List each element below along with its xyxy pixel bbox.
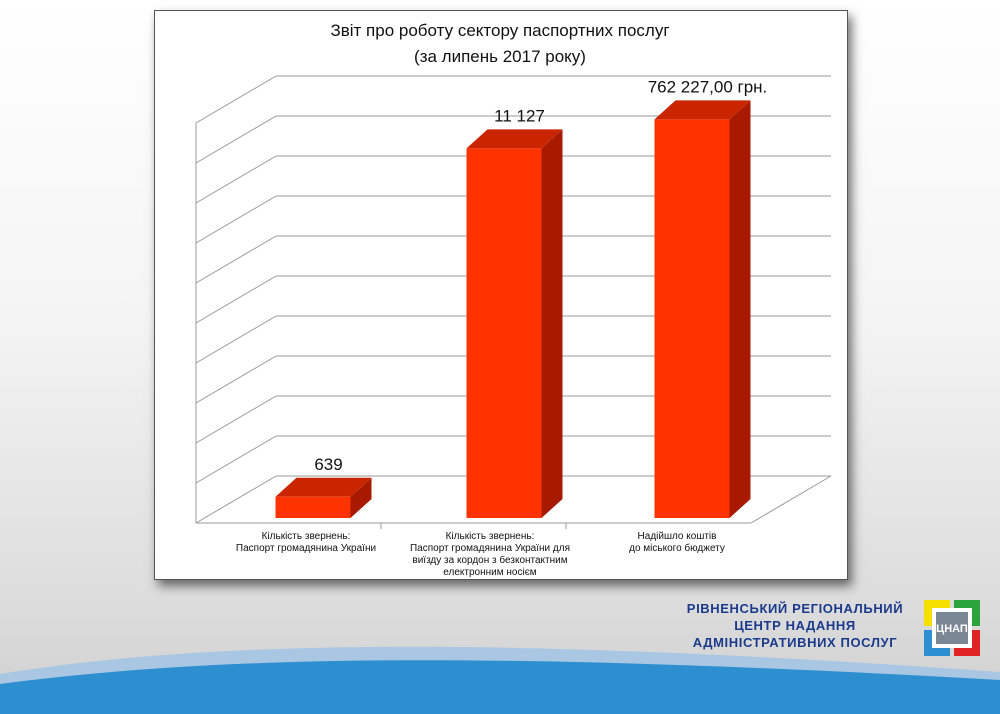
- data-label: 762 227,00 грн.: [648, 77, 768, 96]
- gridline-side: [195, 275, 277, 324]
- bar-side: [541, 129, 563, 518]
- bar-top: [466, 129, 563, 149]
- organization-name-line: АДМІНІСТРАТИВНИХ ПОСЛУГ: [692, 635, 898, 650]
- chart-subtitle: (за липень 2017 року): [414, 47, 586, 66]
- floor-edge: [750, 475, 832, 524]
- category-label: Паспорт громадянина України для: [410, 543, 570, 554]
- organization-name-line: ЦЕНТР НАДАННЯ: [734, 618, 856, 633]
- category-label: Кількість звернень:: [446, 531, 535, 542]
- bar: [275, 496, 351, 518]
- category-label: Надійшло коштів: [638, 531, 717, 542]
- chart-title: Звіт про роботу сектору паспортних послу…: [330, 21, 669, 40]
- category-label: електронним носієм: [443, 567, 537, 578]
- bar-top: [275, 477, 372, 497]
- gridline-side: [195, 155, 277, 204]
- gridline-side: [195, 75, 277, 124]
- organization-name-line: РІВНЕНСЬКИЙ РЕГІОНАЛЬНИЙ: [686, 601, 904, 616]
- bar: [466, 148, 542, 519]
- bar-side: [350, 477, 372, 518]
- bar-top: [654, 100, 751, 120]
- category-labels: Кількість звернень:Паспорт громадянина У…: [236, 531, 725, 578]
- gridline-side: [195, 315, 277, 364]
- gridline-side: [195, 115, 277, 164]
- cnap-logo: ЦНАП: [924, 600, 980, 656]
- gridline-side: [195, 475, 277, 524]
- gridline-side: [195, 395, 277, 444]
- category-label: Кількість звернень:: [262, 531, 351, 542]
- bar: [654, 119, 730, 518]
- category-label: виїзду за кордон з безконтактним: [412, 554, 567, 566]
- category-label: до міського бюджету: [629, 542, 725, 554]
- decorative-wave: [0, 646, 1000, 714]
- gridline-side: [195, 435, 277, 484]
- data-label: 11 127: [494, 106, 545, 125]
- gridline-side: [195, 355, 277, 404]
- category-label: Паспорт громадянина України: [236, 543, 376, 554]
- organization-name: РІВНЕНСЬКИЙ РЕГІОНАЛЬНИЙ ЦЕНТР НАДАННЯ А…: [660, 600, 930, 651]
- logo-text: ЦНАП: [936, 623, 968, 635]
- gridline-side: [195, 195, 277, 244]
- bars: [275, 100, 751, 519]
- data-label: 639: [314, 455, 342, 474]
- bar-chart: Звіт про роботу сектору паспортних послу…: [195, 21, 832, 578]
- bar-side: [729, 100, 751, 518]
- data-labels: 639 11 127 762 227,00 грн.: [314, 77, 767, 473]
- gridline-side: [195, 235, 277, 284]
